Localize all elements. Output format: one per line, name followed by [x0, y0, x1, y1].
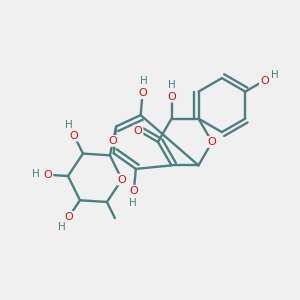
- Text: H: H: [271, 70, 279, 80]
- Text: O: O: [64, 212, 73, 222]
- Text: O: O: [44, 170, 52, 180]
- Text: O: O: [167, 92, 176, 102]
- Text: H: H: [129, 198, 137, 208]
- Text: O: O: [260, 76, 269, 85]
- Text: O: O: [109, 136, 117, 146]
- Text: H: H: [168, 80, 176, 90]
- Text: O: O: [134, 125, 142, 136]
- Text: O: O: [208, 137, 216, 147]
- Text: H: H: [58, 222, 66, 232]
- Text: O: O: [70, 130, 79, 141]
- Text: O: O: [118, 175, 126, 184]
- Text: H: H: [140, 76, 148, 86]
- Text: O: O: [138, 88, 147, 98]
- Text: H: H: [65, 120, 73, 130]
- Text: H: H: [32, 169, 40, 179]
- Text: O: O: [130, 186, 138, 196]
